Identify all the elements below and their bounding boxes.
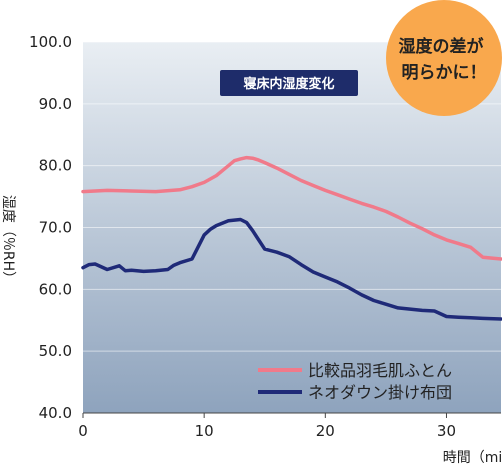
y-tick-label: 90.0 — [39, 95, 72, 113]
y-tick-label: 100.0 — [29, 33, 72, 51]
chart-title: 寝床内湿度変化 — [243, 76, 334, 92]
annotation-text: 湿度の差が 明らかに！ — [399, 36, 490, 83]
y-tick-label: 40.0 — [39, 404, 72, 422]
x-tick-label: 10 — [195, 422, 214, 440]
series-lines — [81, 155, 502, 321]
legend-label-comparison: 比較品羽毛肌ふとん — [308, 361, 452, 380]
y-axis-label: 湿度（％RH） — [0, 195, 16, 285]
y-tick-label: 60.0 — [39, 280, 72, 298]
annotation-badge — [386, 0, 502, 116]
x-tick-label: 30 — [437, 422, 456, 440]
x-axis-label: 時間（min） — [443, 450, 502, 466]
series-line-1 — [81, 217, 502, 321]
annotation-line-1: 湿度の差が — [399, 36, 484, 57]
y-tick-label: 80.0 — [39, 157, 72, 175]
y-tick-labels: 40.0 50.0 60.0 70.0 80.0 90.0 100.0 — [29, 33, 72, 422]
chart-title-box — [220, 70, 358, 96]
x-tick-label: 20 — [316, 422, 335, 440]
series-line-0 — [81, 155, 502, 261]
y-tick-label: 50.0 — [39, 342, 72, 360]
x-tick-labels: 0 10 20 30 — [78, 413, 456, 440]
annotation-line-2: 明らかに！ — [402, 63, 487, 83]
x-tick-label: 0 — [78, 422, 88, 440]
y-tick-label: 70.0 — [39, 219, 72, 237]
legend: 比較品羽毛肌ふとん ネオダウン掛け布団 — [258, 361, 452, 402]
legend-label-neodown: ネオダウン掛け布団 — [308, 383, 452, 402]
